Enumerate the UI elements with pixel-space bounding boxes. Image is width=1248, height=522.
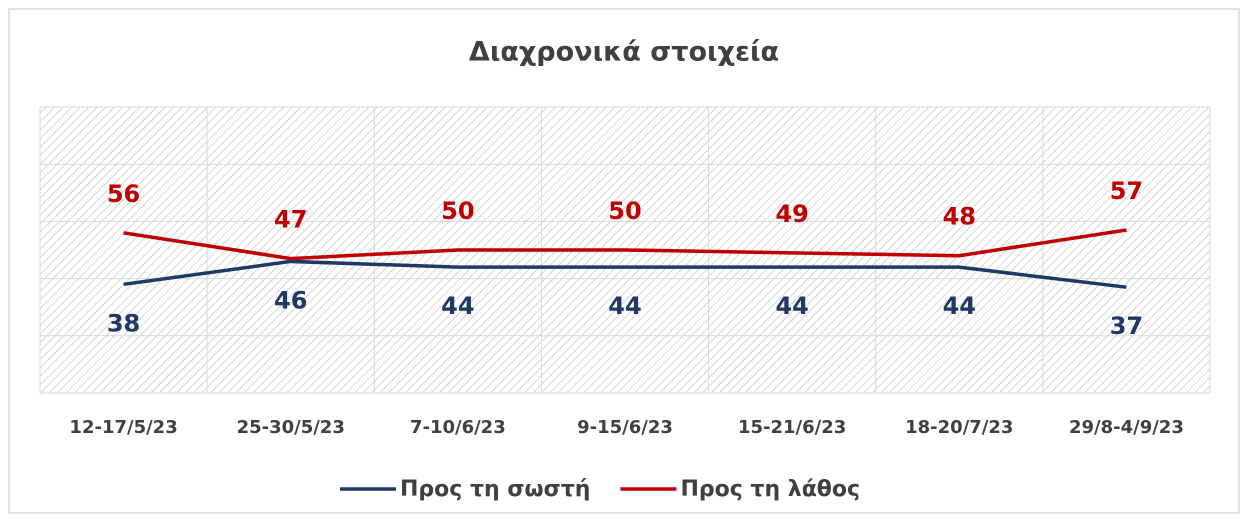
data-label: 57 [1110, 177, 1143, 205]
legend-label: Προς τη λάθος [680, 477, 860, 502]
x-tick-label: 7-10/6/23 [410, 417, 506, 438]
x-tick-label: 12-17/5/23 [69, 417, 177, 438]
legend-label: Προς τη σωστή [400, 477, 590, 502]
chart-title: Διαχρονικά στοιχεία [469, 37, 779, 68]
x-tick-label: 18-20/7/23 [905, 417, 1013, 438]
data-label: 38 [107, 309, 140, 337]
x-tick-label: 29/8-4/9/23 [1069, 417, 1184, 438]
x-tick-label: 25-30/5/23 [237, 417, 345, 438]
data-label: 44 [943, 292, 976, 320]
series-line [123, 228, 1127, 261]
data-label: 37 [1110, 312, 1143, 340]
data-label: 48 [943, 203, 976, 231]
data-label: 49 [775, 200, 808, 228]
data-label: 47 [274, 206, 307, 234]
data-label: 44 [775, 292, 808, 320]
series-line [123, 259, 1127, 289]
data-label: 44 [441, 292, 474, 320]
data-label: 46 [274, 286, 307, 314]
data-label: 50 [441, 197, 474, 225]
data-label: 44 [608, 292, 641, 320]
data-label: 50 [608, 197, 641, 225]
x-tick-label: 9-15/6/23 [577, 417, 673, 438]
x-tick-label: 15-21/6/23 [738, 417, 846, 438]
data-label: 56 [107, 180, 140, 208]
